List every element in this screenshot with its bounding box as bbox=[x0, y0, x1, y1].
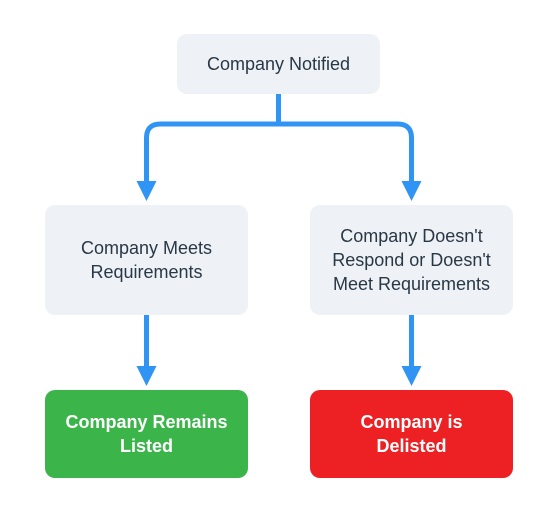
flowchart-canvas: Company Notified Company Meets Requireme… bbox=[0, 0, 559, 519]
node-meets-requirements: Company Meets Requirements bbox=[45, 205, 248, 315]
node-company-notified: Company Notified bbox=[177, 34, 380, 94]
node-label: Company is Delisted bbox=[324, 410, 499, 459]
node-label: Company Remains Listed bbox=[59, 410, 234, 459]
node-doesnt-respond: Company Doesn't Respond or Doesn't Meet … bbox=[310, 205, 513, 315]
edge-root-to-right bbox=[279, 124, 412, 191]
node-remains-listed: Company Remains Listed bbox=[45, 390, 248, 478]
node-label: Company Doesn't Respond or Doesn't Meet … bbox=[324, 224, 499, 297]
node-label: Company Notified bbox=[207, 52, 350, 76]
node-is-delisted: Company is Delisted bbox=[310, 390, 513, 478]
node-label: Company Meets Requirements bbox=[59, 236, 234, 285]
edge-root-to-left bbox=[147, 124, 279, 191]
